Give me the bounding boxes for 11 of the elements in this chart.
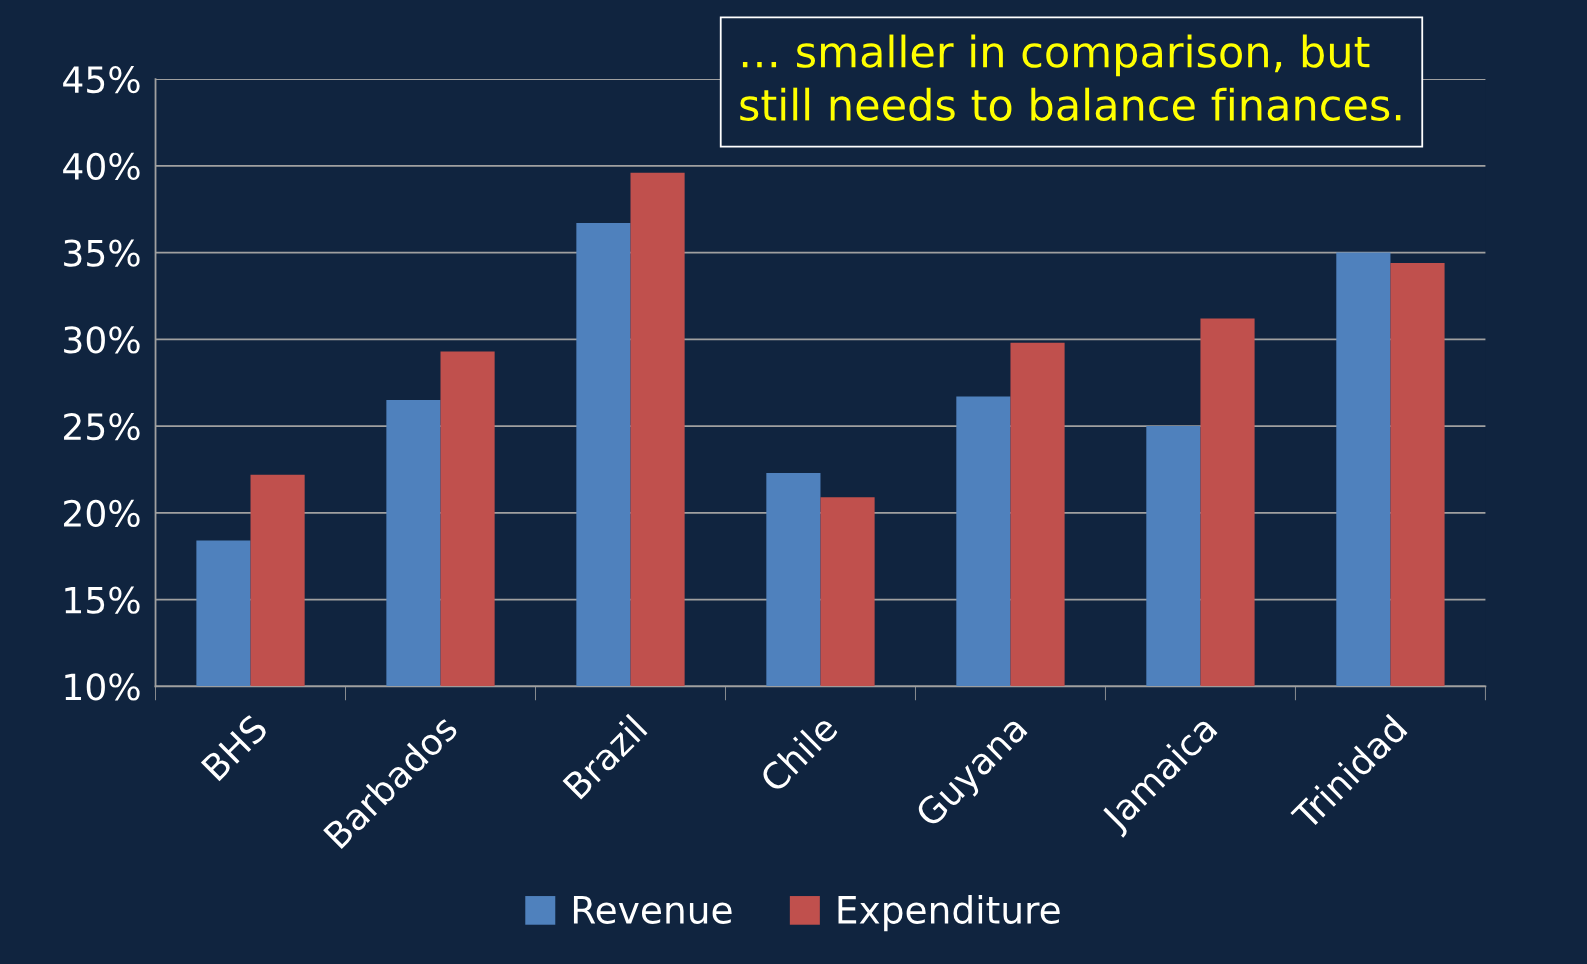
y-tick-label: 45%	[63, 65, 140, 94]
legend-label: Expenditure	[838, 894, 1060, 932]
y-tick-label: 10%	[65, 673, 140, 701]
legend-label: Revenue	[573, 896, 732, 924]
annotation: … smaller in comparison, but still needs to balance finances.	[740, 34, 1401, 121]
y-tick-label: 20%	[64, 499, 140, 528]
y-tick-label: 30%	[64, 326, 140, 354]
y-tick-label: 40%	[63, 152, 140, 181]
y-tick-label: 25%	[64, 413, 140, 441]
y-tick-label: 15%	[65, 586, 140, 614]
y-tick-label: 35%	[64, 239, 140, 267]
